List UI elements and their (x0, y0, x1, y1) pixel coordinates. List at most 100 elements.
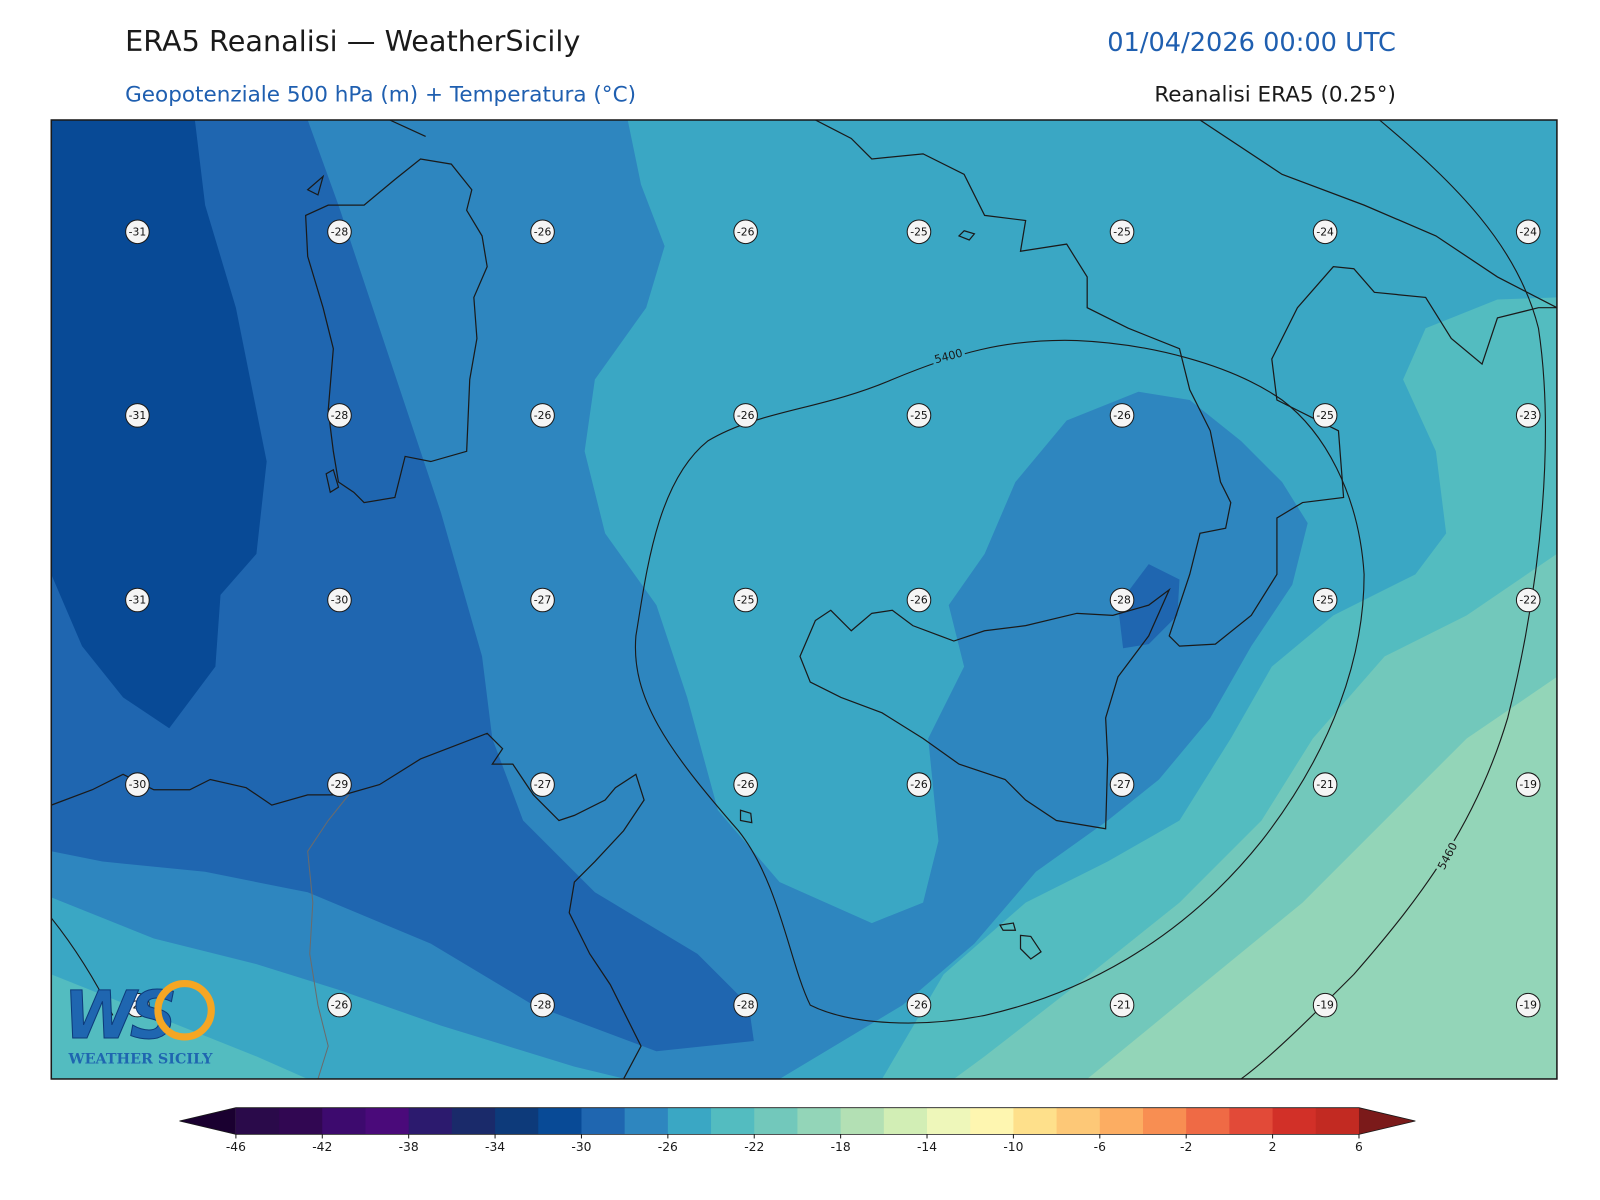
colorbar-extend-high (1358, 1107, 1416, 1135)
colorbar-tick-label: -26 (658, 1140, 678, 1154)
label-marker (125, 772, 150, 797)
label-marker (906, 403, 932, 428)
colorbar-bin (1186, 1107, 1230, 1135)
temperature-label: -27 (534, 594, 552, 607)
colorbar-bin (1056, 1107, 1101, 1135)
temperature-label: -26 (331, 999, 349, 1012)
colorbar-bin (279, 1107, 323, 1135)
temperature-label: -30 (129, 778, 147, 791)
colorbar-tick-label: -2 (1180, 1140, 1192, 1154)
label-marker (733, 587, 758, 613)
temperature-label: -24 (1519, 225, 1537, 238)
temperature-label: -25 (910, 225, 928, 238)
temperature-field (51, 974, 308, 1079)
colorbar-bin (667, 1107, 712, 1135)
colorbar-tick-label: -22 (744, 1140, 764, 1154)
logo: WS WEATHER SICILY (63, 977, 215, 1067)
temperature-label: -28 (1113, 594, 1131, 607)
temperature-label: -28 (737, 999, 755, 1012)
temperature-label: -27 (129, 999, 147, 1012)
temperature-label: -27 (534, 778, 552, 791)
temperature-label: -26 (737, 778, 755, 791)
label-marker (733, 992, 758, 1018)
temperature-label: -26 (1113, 409, 1131, 422)
label-marker (327, 403, 352, 428)
label-marker (906, 219, 932, 245)
colorbar: -46 -42 -38 -34 -30 -26 -22 -18 -14 -10 -6 -2 2 6 (179, 1107, 1416, 1154)
colorbar-bin (840, 1107, 885, 1135)
label-marker (1109, 992, 1135, 1018)
temperature-label: -21 (1113, 999, 1131, 1012)
label-marker (1312, 992, 1338, 1018)
temperature-label: -26 (910, 999, 928, 1012)
label-marker (1515, 992, 1541, 1018)
temperature-label: -31 (129, 594, 147, 607)
colorbar-tick-label: -18 (831, 1140, 851, 1154)
colorbar-bin (1013, 1107, 1058, 1135)
temperature-field (51, 119, 267, 729)
label-marker (125, 587, 150, 613)
map: 5400 5460 -31 -28 -26 -26 -25 -25 -24 -24-31 -28… (51, 119, 1557, 1079)
label-marker (733, 772, 758, 797)
colorbar-bin (235, 1107, 280, 1135)
label-marker (327, 992, 352, 1018)
temperature-label: -26 (534, 225, 552, 238)
colorbar-bin (451, 1107, 496, 1135)
coastline (739, 809, 1042, 960)
colorbar-tick-label: 2 (1269, 1140, 1277, 1154)
colorbar-tick-label: -46 (226, 1140, 246, 1154)
label-marker (530, 992, 555, 1018)
temperature-label: -26 (910, 778, 928, 791)
temperature-label: -31 (129, 409, 147, 422)
temperature-label: -25 (1316, 594, 1334, 607)
label-marker (906, 772, 932, 797)
coastline (305, 119, 488, 504)
label-marker (327, 219, 352, 245)
temperature-field (1117, 564, 1180, 649)
subtitle: Geopotenziale 500 hPa (m) + Temperatura … (125, 82, 636, 107)
temperature-label: -26 (910, 594, 928, 607)
label-marker (1109, 219, 1135, 245)
label-marker (1312, 403, 1338, 428)
label-marker (1312, 219, 1338, 245)
label-marker (125, 992, 150, 1018)
label-marker (1312, 587, 1338, 613)
contour-line (634, 339, 1365, 1024)
colorbar-bin (1272, 1107, 1317, 1135)
colorbar-bin (970, 1107, 1014, 1135)
temperature-label: -22 (1519, 594, 1537, 607)
temperature-label: -19 (1519, 999, 1537, 1012)
temperature-label: -26 (737, 225, 755, 238)
colorbar-bin (883, 1107, 928, 1135)
title: ERA5 Reanalisi — WeatherSicily (125, 24, 580, 58)
colorbar-bin (1229, 1107, 1274, 1135)
colorbar-bin (1142, 1107, 1187, 1135)
label-marker (1515, 587, 1541, 613)
label-marker (530, 403, 555, 428)
label-marker (327, 587, 352, 613)
temperature-field (1087, 676, 1557, 1079)
colorbar-bin (927, 1107, 971, 1135)
colorbar-tick-label: -14 (917, 1140, 937, 1154)
temperature-label: -25 (737, 594, 755, 607)
label-marker (530, 219, 555, 245)
colorbar-bin (1315, 1107, 1360, 1135)
coastline (957, 230, 976, 241)
temperature-label: -28 (331, 225, 349, 238)
colorbar-tick-label: -42 (312, 1140, 332, 1154)
temperature-label: -25 (910, 409, 928, 422)
colorbar-bin (624, 1107, 669, 1135)
temperature-label: -21 (1316, 778, 1334, 791)
colorbar-bin (1099, 1107, 1144, 1135)
label-marker (530, 587, 555, 613)
map-frame (50, 119, 1558, 1080)
colorbar-bin (365, 1107, 410, 1135)
temperature-label: -31 (129, 225, 147, 238)
coastline (799, 587, 1171, 830)
temperature-label: -28 (534, 999, 552, 1012)
label-marker (1515, 403, 1541, 428)
colorbar-bin (495, 1107, 539, 1135)
temperature-label: -24 (1316, 225, 1334, 238)
